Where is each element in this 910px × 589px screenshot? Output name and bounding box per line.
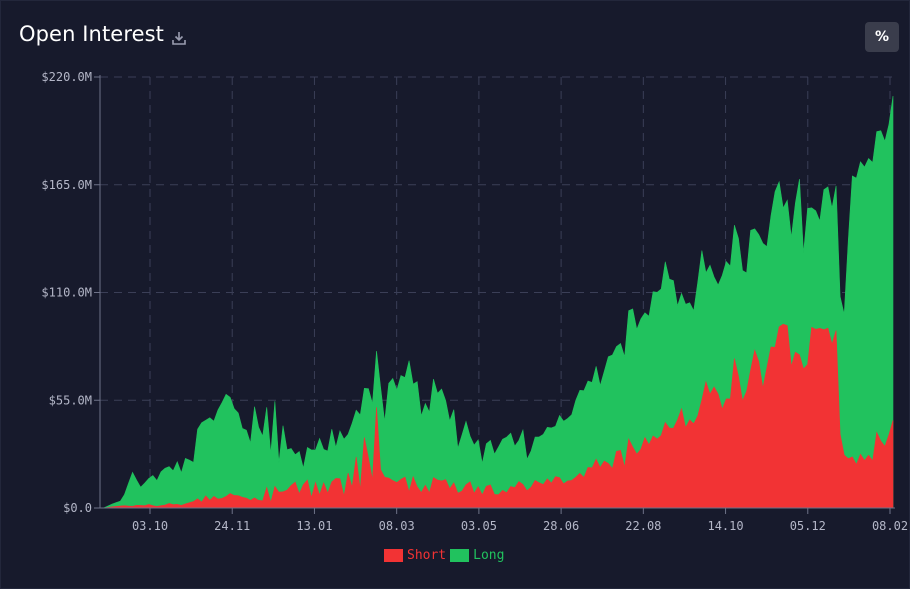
x-tick-label: 13.01 [296,519,332,533]
y-tick-label: $55.0M [49,393,92,407]
chart-title: Open Interest [19,22,164,46]
x-tick-label: 08.03 [379,519,415,533]
x-tick-label: 05.12 [790,519,826,533]
y-tick-label: $0.0 [63,501,92,515]
x-tick-label: 22.08 [625,519,661,533]
legend-item-short[interactable]: Short [384,548,446,563]
series-area-long [99,95,894,509]
percent-toggle-button[interactable]: % [865,22,899,52]
legend-label-long: Long [473,547,505,563]
y-tick-label: $220.0M [41,70,92,84]
y-tick-label: $165.0M [41,178,92,192]
x-tick-label: 03.10 [132,519,168,533]
chart-areas [99,95,894,509]
series-area-short [100,323,894,509]
x-tick-label: 24.11 [214,519,250,533]
axes: $0.0 $55.0M $110.0M $165.0M $220.0M 03.10 24.1… [41,70,908,533]
legend-swatch-long [450,548,470,562]
x-tick-label: 28.06 [543,519,579,533]
legend-swatch-short [384,548,403,562]
legend-label-short: Short [407,547,447,563]
download-icon[interactable] [171,30,187,46]
x-tick-label: 08.02 [872,519,908,533]
y-tick-label: $110.0M [41,286,92,300]
legend-item-long[interactable]: Long [450,548,504,563]
x-tick-label: 03.05 [461,519,497,533]
x-tick-label: 14.10 [707,519,743,533]
legend: Short Long [384,546,504,564]
